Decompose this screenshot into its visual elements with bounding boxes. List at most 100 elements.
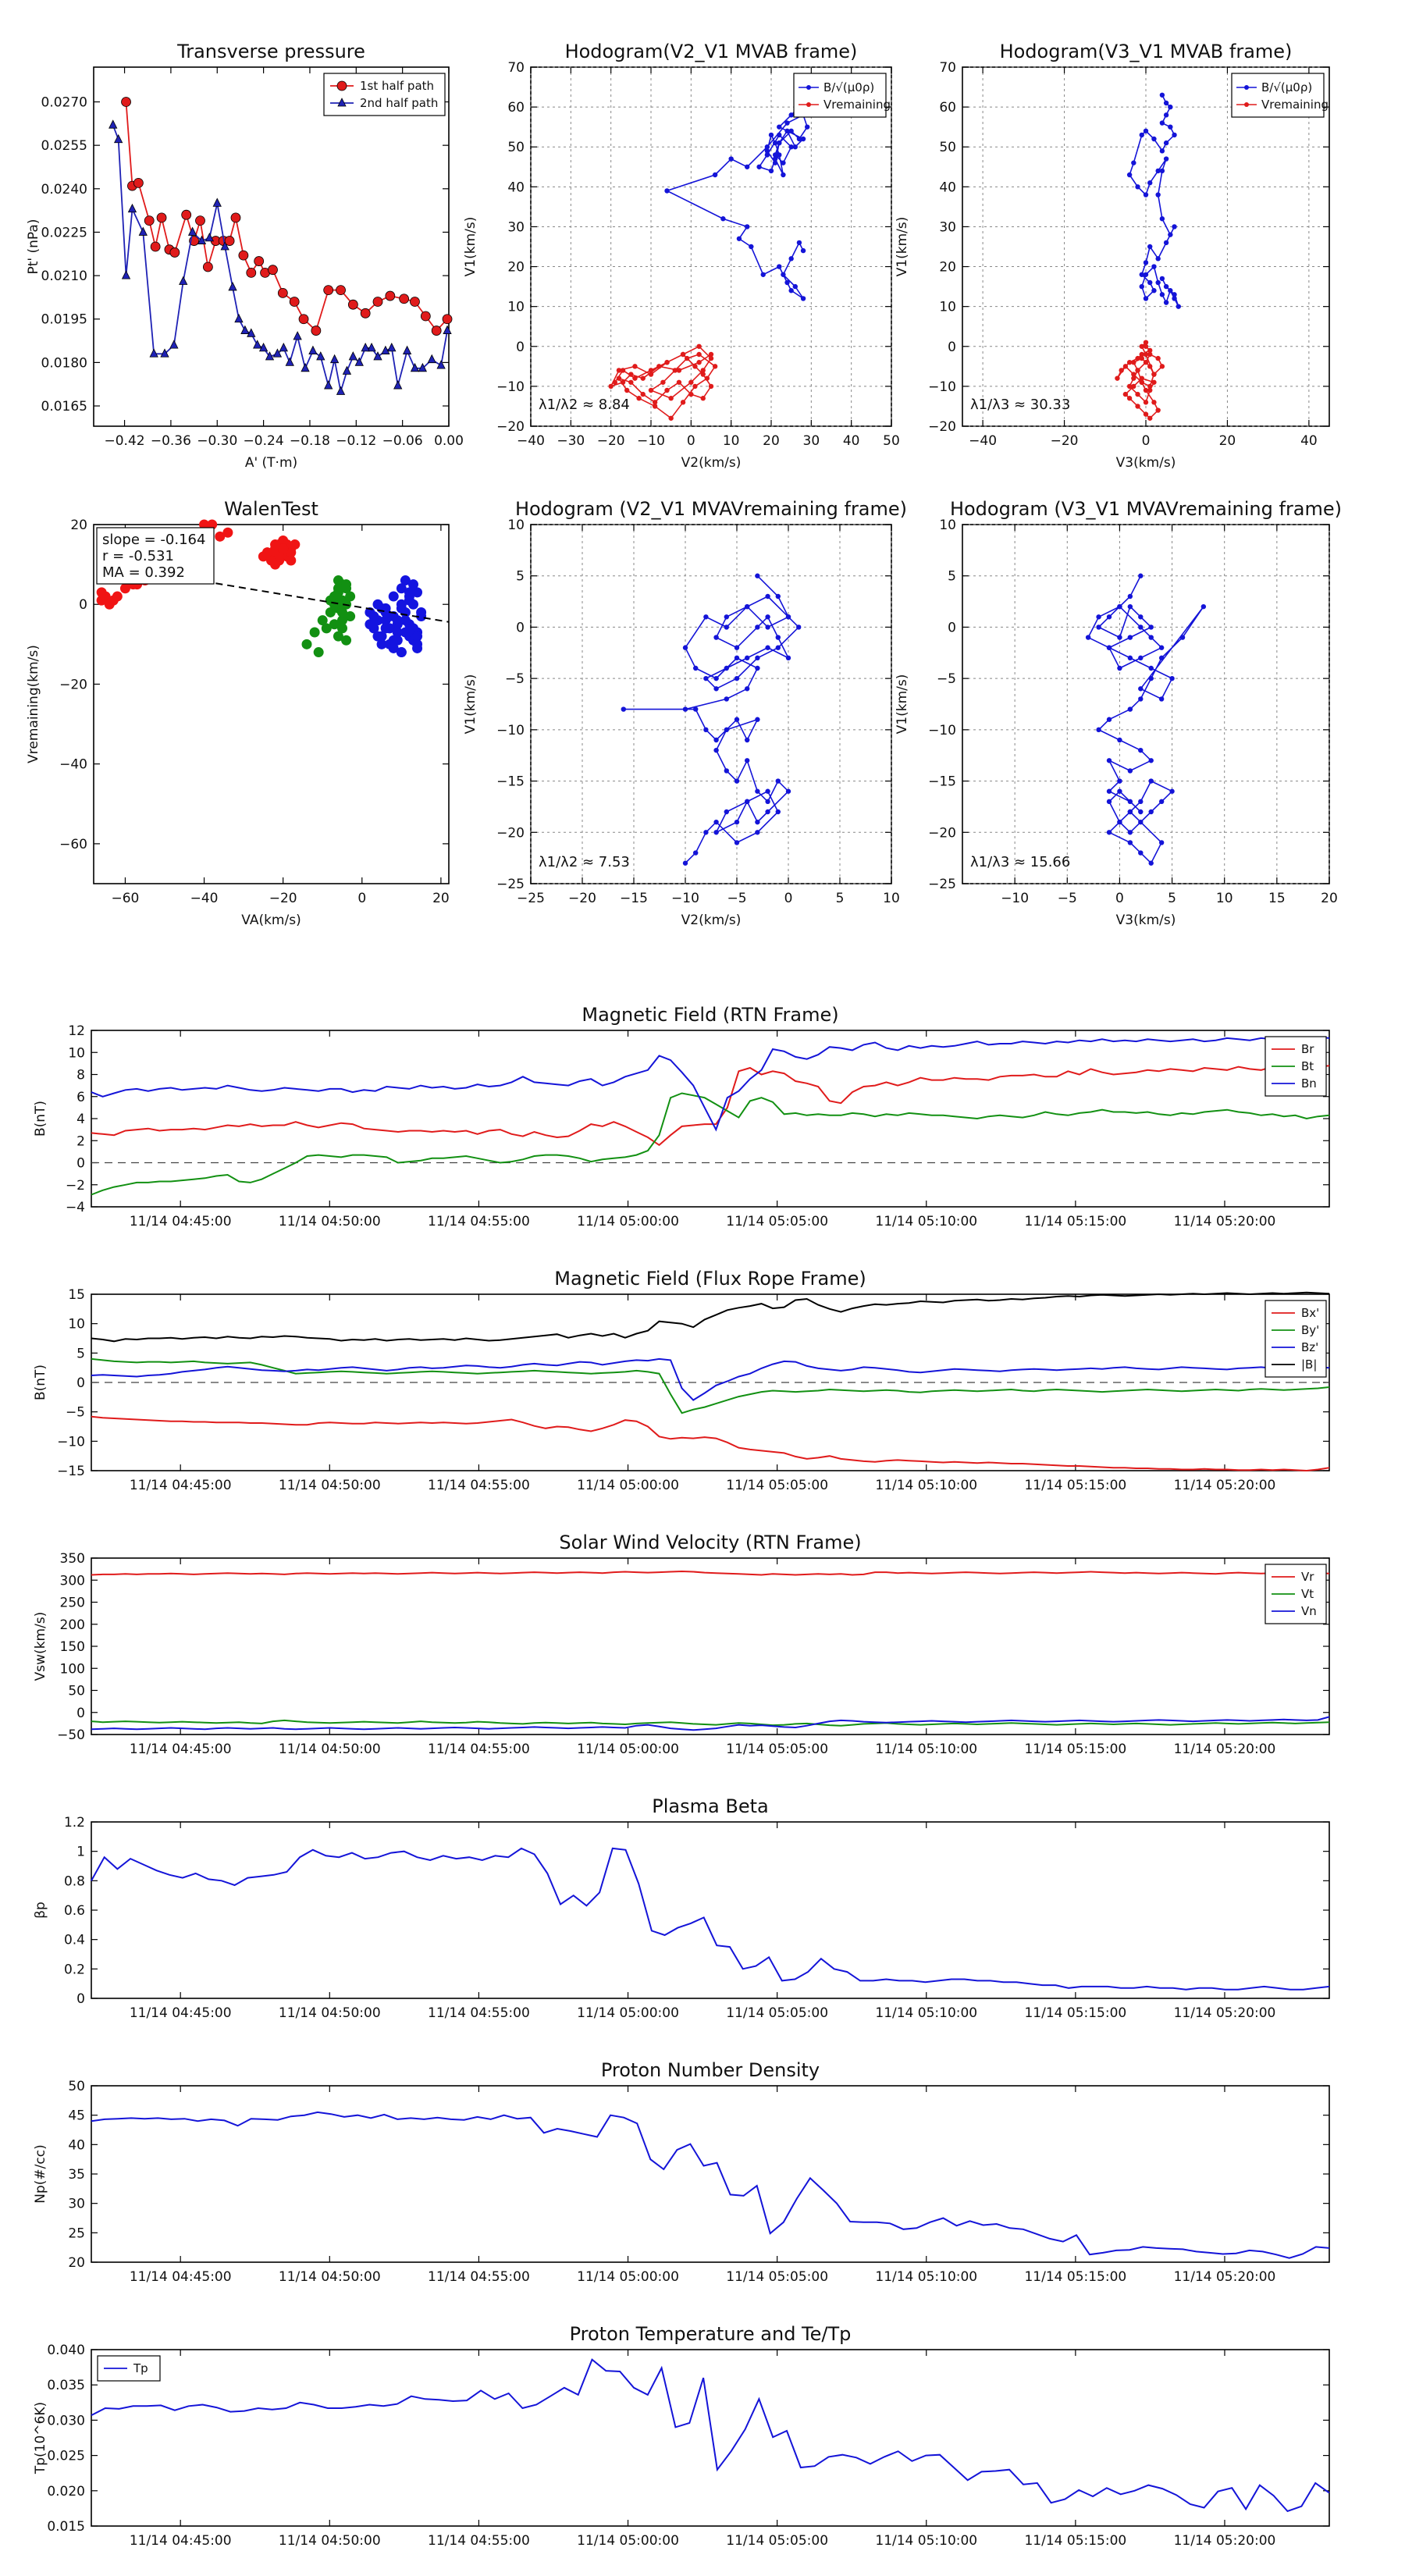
y-tick-label: −15 — [496, 774, 525, 790]
data-point — [1176, 304, 1181, 309]
chart-title: Proton Temperature and Te/Tp — [570, 2323, 852, 2345]
data-point — [680, 351, 686, 358]
fit-statistic: r = -0.531 — [102, 548, 174, 564]
data-point — [1122, 391, 1129, 397]
data-point — [325, 607, 336, 617]
data-point — [664, 188, 670, 194]
data-point — [169, 247, 180, 258]
chart-transverse-pressure: −0.42 −0.36 −0.30 −0.24 −0.18 −0.12 −0.06 0.00 0… — [26, 41, 464, 471]
data-point — [628, 379, 634, 385]
plot-frame — [91, 1821, 1330, 1999]
x-tick-label: 11/14 04:50:00 — [279, 1214, 381, 1229]
data-point — [724, 768, 729, 774]
data-point — [1139, 375, 1144, 381]
data-point — [724, 727, 729, 733]
data-point — [207, 519, 218, 530]
x-tick-label: 40 — [1300, 433, 1318, 449]
data-point — [212, 197, 222, 207]
data-point — [301, 362, 310, 372]
x-tick-label: −5 — [727, 891, 746, 906]
data-point — [1168, 104, 1173, 110]
data-point — [693, 706, 699, 712]
data-point — [1138, 655, 1144, 661]
data-point — [712, 172, 718, 178]
data-point — [652, 400, 658, 405]
x-axis-label: V2(km/s) — [681, 913, 742, 928]
data-point — [713, 686, 719, 692]
y-tick-label: 0.0225 — [41, 225, 87, 240]
data-point — [1117, 819, 1122, 825]
data-point — [676, 368, 682, 373]
data-point — [408, 623, 418, 634]
data-point — [788, 112, 794, 118]
data-point — [1139, 355, 1144, 361]
data-point — [632, 364, 638, 369]
x-tick-label: −0.30 — [197, 433, 237, 449]
y-tick-label: 40 — [939, 180, 956, 195]
data-point — [253, 340, 262, 349]
x-tick-label: 11/14 04:50:00 — [279, 2533, 381, 2549]
data-point — [734, 675, 740, 681]
data-point — [760, 272, 766, 277]
y-tick-label: 30 — [939, 219, 956, 235]
data-point — [768, 168, 774, 174]
data-point — [755, 830, 760, 835]
data-point — [693, 850, 699, 856]
data-point — [337, 607, 347, 617]
data-point — [181, 209, 192, 220]
data-point — [301, 639, 312, 649]
x-tick-label: 11/14 05:00:00 — [577, 1478, 679, 1493]
data-point — [345, 591, 356, 602]
x-tick-label: 11/14 05:10:00 — [875, 2533, 977, 2549]
data-point — [713, 830, 719, 835]
data-point — [696, 343, 702, 349]
data-point — [777, 140, 782, 146]
data-point — [1117, 635, 1122, 640]
data-point — [784, 120, 790, 126]
chart-hvr3: −10 −5 0 5 10 15 20−25−20−15−10−50510Hodogram … — [895, 498, 1342, 928]
x-tick-label: 30 — [803, 433, 820, 449]
x-tick-label: −60 — [111, 891, 139, 906]
data-point — [1127, 603, 1133, 610]
plot-frame — [962, 524, 1330, 884]
data-point — [781, 160, 786, 165]
y-tick-label: −5 — [505, 671, 525, 687]
data-point — [775, 645, 781, 650]
legend-label: By' — [1301, 1323, 1319, 1337]
data-point — [1143, 343, 1149, 349]
data-point — [724, 809, 729, 815]
data-point — [796, 136, 802, 142]
data-point — [632, 375, 638, 381]
data-point — [1138, 799, 1144, 805]
y-axis-label: Np(#/cc) — [33, 2144, 48, 2203]
data-point — [765, 624, 770, 630]
data-point — [279, 342, 288, 352]
data-point — [1135, 391, 1140, 397]
data-point — [703, 614, 709, 620]
y-tick-label: 20 — [68, 2255, 85, 2271]
y-tick-label: 30 — [68, 2197, 85, 2212]
x-tick-label: 11/14 04:45:00 — [130, 2533, 232, 2549]
x-tick-label: −5 — [1058, 891, 1077, 906]
eigenvalue-ratio: λ1/λ2 ≈ 8.84 — [539, 397, 630, 413]
data-point — [1127, 840, 1133, 845]
legend-label: Vt — [1301, 1587, 1314, 1601]
y-tick-label: −15 — [928, 774, 956, 790]
data-point — [1158, 840, 1165, 845]
data-point — [724, 665, 729, 671]
x-tick-label: −20 — [1051, 433, 1079, 449]
y-tick-label: 0 — [516, 620, 525, 635]
data-point — [668, 396, 674, 401]
x-tick-label: 0 — [784, 891, 793, 906]
data-point — [734, 717, 740, 722]
data-point — [785, 655, 791, 661]
data-point — [772, 140, 778, 146]
data-point — [620, 379, 626, 385]
data-point — [1127, 593, 1133, 600]
data-point — [672, 368, 678, 373]
data-point — [1168, 232, 1173, 237]
data-point — [792, 283, 798, 290]
legend-label: Bz' — [1301, 1340, 1318, 1354]
y-tick-label: 0.0270 — [41, 95, 87, 111]
data-point — [412, 631, 423, 642]
